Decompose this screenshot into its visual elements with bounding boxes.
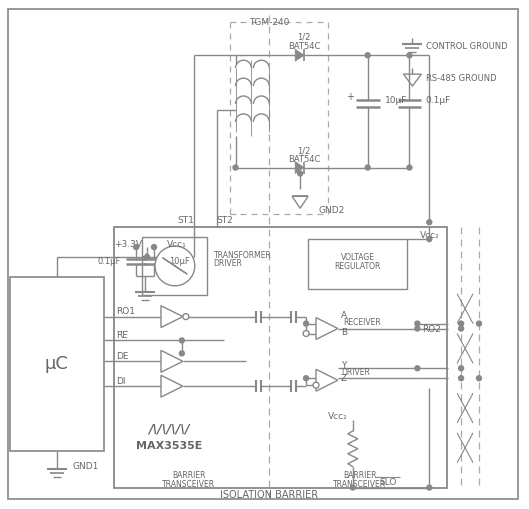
Text: TRANSCEIVER: TRANSCEIVER	[333, 479, 386, 488]
Text: Z: Z	[341, 373, 347, 382]
Text: A: A	[341, 310, 347, 320]
Circle shape	[459, 366, 463, 371]
Text: TGM-240: TGM-240	[249, 18, 289, 27]
Bar	[308, 240, 407, 289]
Circle shape	[179, 338, 184, 343]
Text: TRANSCEIVER: TRANSCEIVER	[162, 479, 215, 488]
Text: BAT54C: BAT54C	[288, 155, 320, 164]
Text: Y: Y	[341, 360, 346, 369]
Circle shape	[134, 245, 139, 250]
Text: ST2: ST2	[217, 216, 233, 225]
Circle shape	[350, 485, 355, 490]
Circle shape	[427, 237, 432, 242]
Circle shape	[459, 322, 463, 326]
Polygon shape	[292, 197, 308, 209]
Text: BARRIER: BARRIER	[172, 470, 206, 479]
Text: +: +	[346, 92, 354, 102]
Polygon shape	[316, 318, 338, 340]
Text: 10μF: 10μF	[385, 96, 407, 105]
Circle shape	[144, 255, 150, 260]
Text: BARRIER: BARRIER	[343, 470, 377, 479]
Text: RECEIVER: RECEIVER	[343, 318, 380, 326]
Text: B: B	[341, 327, 347, 336]
Text: 0.1μF: 0.1μF	[98, 257, 121, 266]
Polygon shape	[161, 306, 183, 328]
Text: Vᴄᴄ₁: Vᴄᴄ₁	[167, 239, 187, 248]
Text: ST1: ST1	[177, 216, 194, 225]
Polygon shape	[161, 376, 183, 398]
Circle shape	[477, 322, 481, 326]
Text: BAT54C: BAT54C	[288, 42, 320, 51]
Circle shape	[415, 366, 420, 371]
Text: Vᴄᴄ₂: Vᴄᴄ₂	[328, 412, 348, 420]
Circle shape	[415, 326, 420, 331]
Text: Vᴄᴄ₂: Vᴄᴄ₂	[419, 231, 439, 240]
Circle shape	[151, 245, 157, 250]
Text: R̅E̅: R̅E̅	[116, 330, 128, 340]
Circle shape	[183, 314, 189, 320]
Polygon shape	[404, 75, 422, 87]
Polygon shape	[295, 162, 304, 174]
Circle shape	[304, 376, 308, 381]
Circle shape	[313, 382, 319, 388]
Text: RO1: RO1	[116, 306, 135, 316]
Text: 0.1μF: 0.1μF	[425, 96, 451, 105]
Text: GND1: GND1	[72, 461, 99, 470]
Circle shape	[459, 326, 463, 331]
Text: VOLTAGE: VOLTAGE	[341, 253, 375, 262]
Circle shape	[477, 376, 481, 381]
Text: ISOLATION BARRIER: ISOLATION BARRIER	[220, 490, 318, 499]
Text: CONTROL GROUND: CONTROL GROUND	[426, 42, 508, 51]
Polygon shape	[161, 351, 183, 373]
Bar	[10, 277, 104, 451]
Circle shape	[427, 220, 432, 225]
Circle shape	[365, 53, 370, 59]
Circle shape	[298, 172, 303, 177]
Text: TRANSFORMER: TRANSFORMER	[214, 250, 271, 259]
Text: 1/2: 1/2	[297, 146, 311, 155]
Circle shape	[427, 485, 432, 490]
Text: +: +	[141, 251, 149, 262]
Text: +3.3V: +3.3V	[114, 239, 142, 248]
Circle shape	[415, 322, 420, 326]
Text: DE: DE	[116, 351, 129, 360]
Circle shape	[233, 166, 238, 171]
Circle shape	[407, 166, 412, 171]
Bar	[142, 238, 207, 295]
Text: SLO: SLO	[379, 477, 396, 486]
Circle shape	[407, 53, 412, 59]
Text: REGULATOR: REGULATOR	[334, 262, 381, 271]
Text: DRIVER: DRIVER	[341, 367, 370, 376]
Text: RO2: RO2	[422, 324, 441, 333]
Text: /\/\/\/\/: /\/\/\/\/	[148, 421, 190, 435]
Text: MAX3535E: MAX3535E	[136, 440, 202, 450]
Polygon shape	[316, 370, 338, 391]
Circle shape	[304, 322, 308, 326]
Text: RS-485 GROUND: RS-485 GROUND	[426, 73, 497, 82]
Text: 10μF: 10μF	[169, 257, 190, 266]
Text: DRIVER: DRIVER	[214, 259, 242, 268]
Text: μC: μC	[45, 355, 69, 373]
Circle shape	[303, 331, 309, 337]
Circle shape	[155, 246, 195, 286]
Circle shape	[179, 351, 184, 356]
Bar	[114, 228, 447, 488]
Circle shape	[459, 376, 463, 381]
Text: DI: DI	[116, 376, 126, 385]
Polygon shape	[295, 50, 304, 62]
Circle shape	[365, 166, 370, 171]
Text: GND2: GND2	[318, 205, 344, 214]
Text: 1/2: 1/2	[297, 33, 311, 42]
